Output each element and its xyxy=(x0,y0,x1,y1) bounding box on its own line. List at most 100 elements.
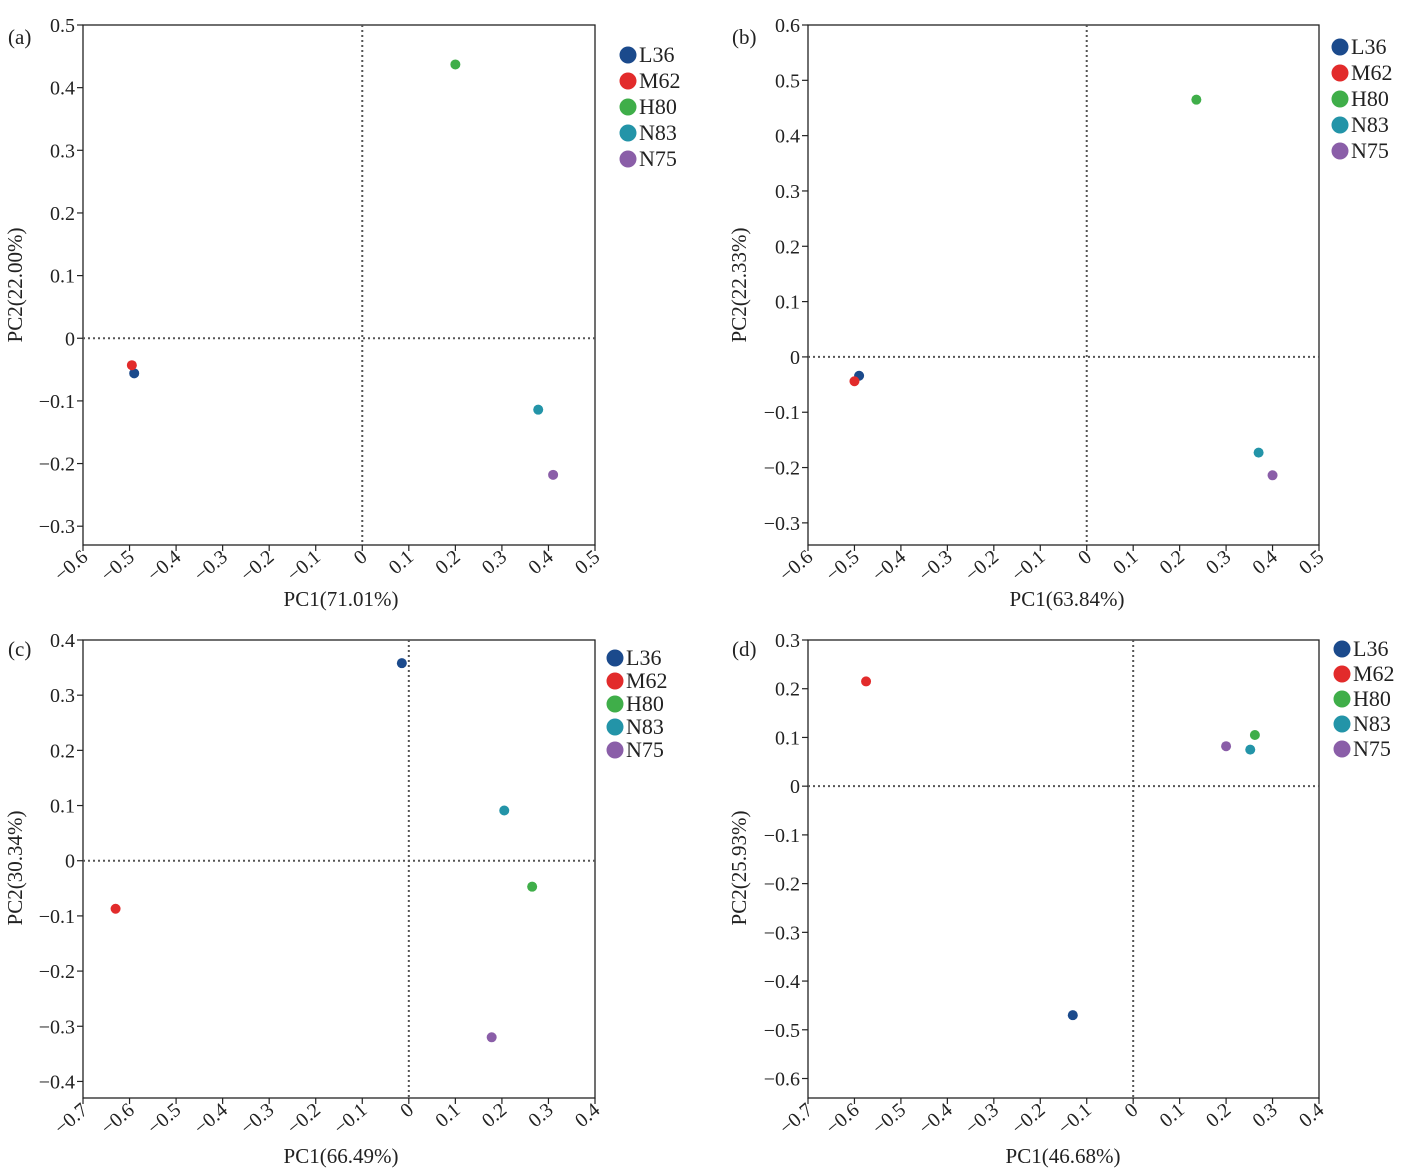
x-tick-label: 0.1 xyxy=(385,546,418,579)
x-tick-label: 0.1 xyxy=(431,1099,464,1132)
x-tick-label: −0.1 xyxy=(1054,1099,1096,1139)
panel-label: (d) xyxy=(732,637,757,661)
point-n83 xyxy=(533,404,544,415)
point-l36 xyxy=(396,658,407,669)
x-tick-label: 0 xyxy=(350,546,372,569)
y-tick-label: 0.4 xyxy=(50,78,75,100)
x-tick-label: −0.5 xyxy=(143,1099,185,1139)
legend-label-n83: N83 xyxy=(1353,711,1391,736)
y-tick-label: 0.5 xyxy=(50,15,75,37)
point-n83 xyxy=(499,805,510,816)
point-n83 xyxy=(1245,744,1256,755)
x-axis-title: PC1(71.01%) xyxy=(284,587,399,611)
legend-label-h80: H80 xyxy=(1351,86,1389,111)
point-h80 xyxy=(1249,730,1260,741)
y-tick-label: −0.3 xyxy=(764,922,800,944)
x-tick-label: 0 xyxy=(1121,1099,1143,1122)
x-tick-label: −0.1 xyxy=(330,1099,372,1139)
x-tick-label: 0.2 xyxy=(478,1099,511,1132)
panel-label: (c) xyxy=(8,637,31,661)
point-n75 xyxy=(1267,470,1278,481)
legend-marker-l36 xyxy=(619,46,637,64)
y-tick-label: −0.1 xyxy=(764,402,800,424)
x-tick-label: 0.5 xyxy=(571,546,604,579)
y-tick-label: 0.3 xyxy=(50,140,75,162)
y-tick-label: 0.4 xyxy=(775,126,800,148)
point-l36 xyxy=(1067,1010,1078,1021)
plot-frame xyxy=(82,639,596,1099)
x-tick-label: 0.2 xyxy=(1156,546,1189,579)
x-tick-label: −0.3 xyxy=(236,1099,278,1139)
x-tick-label: 0.3 xyxy=(1202,546,1235,579)
y-tick-label: −0.2 xyxy=(764,458,800,480)
x-tick-label: −0.4 xyxy=(915,1099,957,1139)
legend-marker-n75 xyxy=(606,741,624,759)
plot-frame xyxy=(807,639,1320,1099)
x-axis-title: PC1(46.68%) xyxy=(1006,1144,1121,1168)
x-tick-label: 0.2 xyxy=(431,546,464,579)
x-tick-label: 0.3 xyxy=(1248,1099,1281,1132)
point-m62 xyxy=(849,376,860,387)
y-axis-title: PC2(22.00%) xyxy=(3,228,27,343)
y-tick-label: −0.3 xyxy=(39,1016,75,1038)
panel-label: (a) xyxy=(8,25,31,49)
legend-label-n75: N75 xyxy=(626,737,664,762)
x-tick-label: −0.1 xyxy=(1008,546,1050,586)
legend-label-m62: M62 xyxy=(1353,661,1395,686)
legend-marker-m62 xyxy=(1333,665,1351,683)
y-tick-label: 0.2 xyxy=(775,679,800,701)
chart-panel-4: 0.30.20.10−0.1−0.2−0.3−0.4−0.5−0.6−0.7 −0… xyxy=(727,630,1395,1168)
legend-label-l36: L36 xyxy=(1353,636,1388,661)
x-tick-label: 0.2 xyxy=(1202,1099,1235,1132)
plot-frame xyxy=(82,24,596,546)
y-tick-label: −0.3 xyxy=(39,516,75,538)
point-h80 xyxy=(450,59,461,70)
point-n75 xyxy=(548,469,559,480)
legend-marker-m62 xyxy=(1331,64,1349,82)
y-tick-label: −0.1 xyxy=(39,391,75,413)
y-tick-label: 0.3 xyxy=(775,630,800,652)
panel-label: (b) xyxy=(732,25,757,49)
y-tick-label: −0.4 xyxy=(39,1071,75,1093)
legend-label-n75: N75 xyxy=(1351,138,1389,163)
legend-label-m62: M62 xyxy=(639,68,681,93)
x-tick-label: −0.3 xyxy=(961,1099,1003,1139)
legend-marker-n75 xyxy=(1331,142,1349,160)
legend-marker-h80 xyxy=(606,695,624,713)
point-n75 xyxy=(1221,741,1232,752)
x-tick-label: 0.4 xyxy=(1295,1099,1328,1132)
y-tick-label: 0.2 xyxy=(50,203,75,225)
x-tick-label: −0.2 xyxy=(236,546,278,586)
x-tick-label: −0.4 xyxy=(868,546,910,586)
x-tick-label: −0.5 xyxy=(868,1099,910,1139)
y-tick-label: 0.3 xyxy=(775,181,800,203)
legend-label-l36: L36 xyxy=(639,42,674,67)
y-tick-label: −0.2 xyxy=(39,961,75,983)
legend-label-n83: N83 xyxy=(626,714,664,739)
legend-marker-m62 xyxy=(606,672,624,690)
x-tick-label: −0.6 xyxy=(50,546,92,586)
point-h80 xyxy=(1191,94,1202,105)
legend-marker-n75 xyxy=(1333,740,1351,758)
y-axis-title: PC2(22.33%) xyxy=(727,228,751,343)
x-tick-label: −0.7 xyxy=(775,1099,817,1139)
plot-frame xyxy=(807,24,1320,546)
x-tick-label: 0.5 xyxy=(1295,546,1328,579)
x-tick-label: −0.7 xyxy=(50,1099,92,1139)
legend-marker-n83 xyxy=(1331,116,1349,134)
x-tick-label: 0.3 xyxy=(524,1099,557,1132)
y-tick-label: −0.6 xyxy=(764,1069,800,1091)
x-tick-label: −0.3 xyxy=(190,546,232,586)
legend-label-n75: N75 xyxy=(639,146,677,171)
chart-panel-1: 0.50.40.30.20.10−0.1−0.2−0.3−0.6 −0.5 −0.4… xyxy=(3,15,681,611)
x-tick-label: −0.2 xyxy=(1008,1099,1050,1139)
legend-label-m62: M62 xyxy=(1351,60,1393,85)
x-tick-label: 0 xyxy=(396,1099,418,1122)
x-tick-label: 0.4 xyxy=(571,1099,604,1132)
y-tick-label: 0 xyxy=(790,776,800,798)
y-tick-label: 0.3 xyxy=(50,685,75,707)
